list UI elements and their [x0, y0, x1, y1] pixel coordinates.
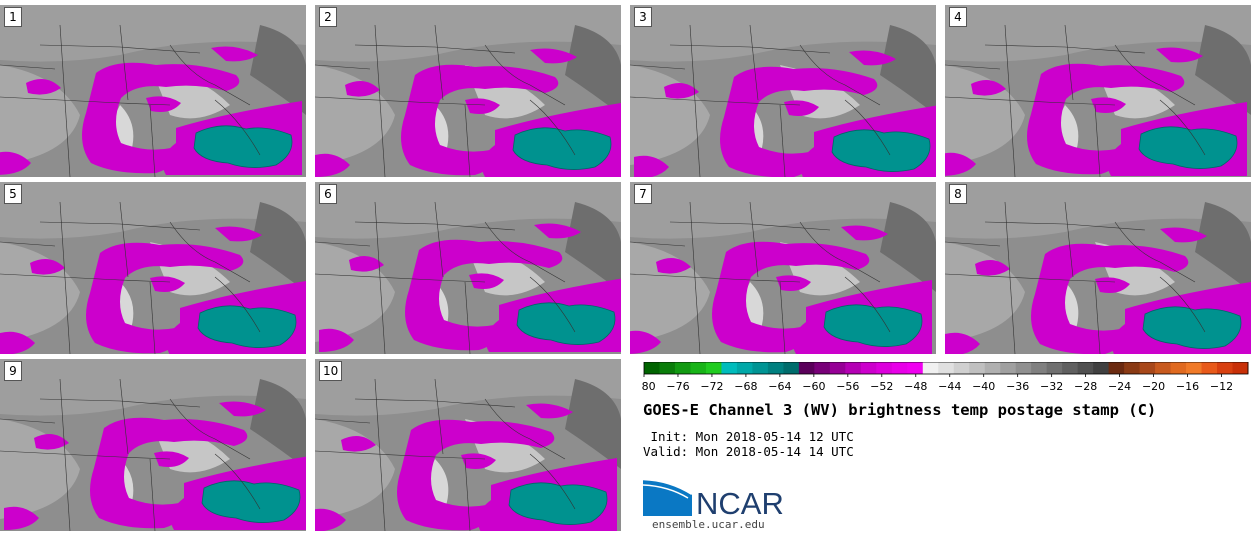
colorbar-swatch	[705, 362, 722, 374]
colorbar-tick-label: −36	[1006, 380, 1029, 393]
panel-number-label: 5	[4, 184, 22, 204]
colorbar-swatch	[1000, 362, 1017, 374]
colorbar-swatch	[907, 362, 924, 374]
panel-number-label: 4	[949, 7, 967, 27]
colorbar-tick-label: −32	[1040, 380, 1063, 393]
chart-title: GOES-E Channel 3 (WV) brightness temp po…	[643, 401, 1157, 419]
water-vapor-map	[0, 5, 306, 177]
colorbar-swatch	[953, 362, 970, 374]
colorbar-swatch	[659, 362, 676, 374]
colorbar-swatch	[1155, 362, 1172, 374]
colorbar-swatch	[767, 362, 784, 374]
colorbar-swatch	[891, 362, 908, 374]
init-time: Init: Mon 2018-05-14 12 UTC	[643, 429, 854, 444]
colorbar-swatch	[984, 362, 1001, 374]
colorbar-tick-label: −20	[1142, 380, 1165, 393]
colorbar-swatch	[1186, 362, 1203, 374]
postage-stamp-panel-1: 1	[0, 5, 306, 177]
panel-number-label: 8	[949, 184, 967, 204]
colorbar-swatch	[1232, 362, 1249, 374]
water-vapor-map	[0, 359, 306, 531]
water-vapor-map	[0, 182, 306, 354]
postage-stamp-panel-5: 5	[0, 182, 306, 354]
colorbar-tick-label: −40	[972, 380, 995, 393]
colorbar-swatch	[736, 362, 753, 374]
panel-number-label: 3	[634, 7, 652, 27]
colorbar-swatch	[674, 362, 691, 374]
colorbar-swatch	[752, 362, 769, 374]
website-label: ensemble.ucar.edu	[652, 518, 765, 531]
panel-number-label: 10	[319, 361, 343, 381]
water-vapor-map	[945, 182, 1251, 354]
postage-stamp-panel-3: 3	[630, 5, 936, 177]
colorbar-tick-label: −16	[1176, 380, 1199, 393]
colorbar-swatch	[1201, 362, 1218, 374]
colorbar-tick-label: −48	[904, 380, 927, 393]
colorbar-swatch	[860, 362, 877, 374]
colorbar-tick-label: −64	[768, 380, 791, 393]
postage-stamp-panel-7: 7	[630, 182, 936, 354]
colorbar-tick-label: −28	[1074, 380, 1097, 393]
colorbar-swatch	[969, 362, 986, 374]
ncar-logo-text: NCAR	[696, 486, 784, 518]
panel-number-label: 1	[4, 7, 22, 27]
colorbar-tick-label: −12	[1210, 380, 1233, 393]
colorbar-swatch	[1093, 362, 1110, 374]
colorbar-swatch	[1062, 362, 1079, 374]
postage-stamp-panel-2: 2	[315, 5, 621, 177]
colorbar-tick-label: −68	[734, 380, 757, 393]
colorbar-tick-label: −52	[870, 380, 893, 393]
colorbar-tick-label: −76	[666, 380, 689, 393]
colorbar-swatch	[922, 362, 939, 374]
water-vapor-map	[315, 359, 621, 531]
colorbar-tick-label: −44	[938, 380, 961, 393]
panel-number-label: 7	[634, 184, 652, 204]
colorbar-swatch	[876, 362, 893, 374]
colorbar-swatch	[783, 362, 800, 374]
colorbar-tick-label: −72	[700, 380, 723, 393]
postage-stamp-panel-6: 6	[315, 182, 621, 354]
colorbar-swatch	[798, 362, 815, 374]
postage-stamp-panel-8: 8	[945, 182, 1251, 354]
water-vapor-map	[315, 182, 621, 354]
colorbar-swatch	[721, 362, 738, 374]
colorbar-swatch	[644, 362, 660, 374]
colorbar-swatch	[845, 362, 862, 374]
water-vapor-map	[945, 5, 1251, 177]
colorbar-swatch	[1217, 362, 1234, 374]
postage-stamp-panel-9: 9	[0, 359, 306, 531]
panel-number-label: 9	[4, 361, 22, 381]
colorbar-swatch	[1139, 362, 1156, 374]
colorbar-tick-label: −60	[802, 380, 825, 393]
colorbar-swatch	[829, 362, 846, 374]
colorbar-swatch	[1046, 362, 1063, 374]
colorbar-swatch	[690, 362, 707, 374]
colorbar-swatch	[1108, 362, 1125, 374]
colorbar-swatch	[1015, 362, 1032, 374]
postage-stamp-panel-10: 10	[315, 359, 621, 531]
colorbar-swatch	[1031, 362, 1048, 374]
colorbar-swatch	[1124, 362, 1141, 374]
colorbar: −80−76−72−68−64−60−56−52−48−44−40−36−32−…	[632, 361, 1254, 400]
ncar-logo: NCAR	[642, 476, 792, 522]
panel-number-label: 2	[319, 7, 337, 27]
postage-stamp-panel-4: 4	[945, 5, 1251, 177]
panel-number-label: 6	[319, 184, 337, 204]
colorbar-swatch	[814, 362, 831, 374]
water-vapor-map	[630, 5, 936, 177]
colorbar-swatch	[1170, 362, 1187, 374]
colorbar-swatch	[1077, 362, 1094, 374]
colorbar-tick-label: −56	[836, 380, 859, 393]
colorbar-tick-label: −80	[642, 380, 656, 393]
colorbar-swatch	[938, 362, 955, 374]
valid-time: Valid: Mon 2018-05-14 14 UTC	[643, 444, 854, 459]
water-vapor-map	[315, 5, 621, 177]
water-vapor-map	[630, 182, 936, 354]
colorbar-tick-label: −24	[1108, 380, 1131, 393]
